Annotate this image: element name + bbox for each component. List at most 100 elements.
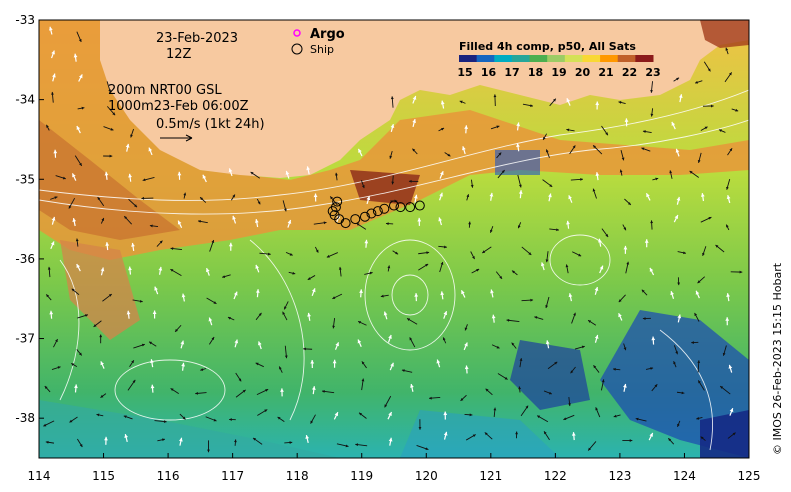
current-model-line2: 1000m23-Feb 06:00Z xyxy=(108,99,249,114)
current-vector-arrow xyxy=(731,108,739,112)
current-vector-arrow xyxy=(543,431,550,441)
current-vector-arrow xyxy=(256,388,269,396)
current-vector-arrow xyxy=(574,345,585,350)
current-vector-arrow xyxy=(364,271,373,275)
current-vector-arrow xyxy=(125,143,130,152)
current-vector-arrow xyxy=(570,177,583,181)
current-vector-arrow xyxy=(594,286,599,295)
current-vector-arrow xyxy=(250,171,261,179)
current-vector-arrow xyxy=(412,148,418,155)
current-vector-arrow xyxy=(366,196,371,205)
current-vector-arrow xyxy=(601,228,609,238)
current-vector-arrow xyxy=(625,261,630,274)
current-vector-arrow xyxy=(570,366,576,374)
lon-tick-label: 116 xyxy=(157,469,180,483)
current-vector-arrow xyxy=(670,290,675,299)
current-vector-arrow xyxy=(234,339,239,348)
current-vector-arrow xyxy=(132,299,143,303)
current-vector-arrow xyxy=(71,288,80,296)
current-vector-arrow xyxy=(416,444,429,451)
current-vector-arrow xyxy=(730,270,743,274)
colorbar-tick-label: 18 xyxy=(528,66,543,79)
current-vector-arrow xyxy=(517,222,522,229)
current-vector-arrow xyxy=(459,100,466,104)
current-vector-arrow xyxy=(235,372,242,382)
current-vector-arrow xyxy=(181,362,186,371)
current-vector-arrow xyxy=(618,101,626,105)
current-vector-arrow xyxy=(310,414,316,424)
current-vector-arrow xyxy=(594,334,599,343)
current-vector-arrow xyxy=(326,252,339,258)
current-vector-arrow xyxy=(256,198,261,205)
current-vector-arrow xyxy=(440,100,445,109)
credit-text: © IMOS 26-Feb-2023 15:15 Hobart xyxy=(771,262,784,455)
current-vector-arrow xyxy=(727,432,736,439)
colorbar xyxy=(459,55,654,62)
current-vector-arrow xyxy=(227,316,235,321)
vector-scale-arrow xyxy=(160,134,193,142)
current-vector-arrow xyxy=(566,98,571,106)
current-vector-arrow xyxy=(156,240,163,247)
current-vector-arrow xyxy=(329,196,338,206)
current-vector-arrow xyxy=(129,360,135,367)
current-vector-arrow xyxy=(677,420,681,428)
current-vector-arrow xyxy=(389,150,393,159)
current-vector-arrow xyxy=(128,198,138,208)
colorbar-tick-label: 20 xyxy=(575,66,591,79)
current-vector-arrow xyxy=(412,118,417,128)
current-vector-arrow xyxy=(545,251,549,263)
current-vector-arrow xyxy=(197,219,208,224)
current-vector-arrow xyxy=(678,94,683,103)
colorbar-swatch xyxy=(511,55,531,62)
current-vector-arrow xyxy=(106,81,112,93)
ship-position-marker xyxy=(340,218,351,229)
current-vector-arrow xyxy=(228,242,233,251)
current-vector-arrow xyxy=(154,420,167,423)
colorbar-tick-label: 16 xyxy=(481,66,497,79)
lon-tick-label: 121 xyxy=(479,469,502,483)
current-vector-arrow xyxy=(133,343,145,349)
current-vector-arrow xyxy=(645,367,654,370)
current-vector-arrow xyxy=(673,214,679,223)
current-vector-arrow xyxy=(314,246,319,253)
current-vector-arrow xyxy=(545,340,550,349)
current-vector-arrow xyxy=(71,173,77,181)
current-vector-arrow xyxy=(548,193,552,202)
current-vector-arrow xyxy=(534,316,544,320)
current-vector-arrow xyxy=(208,317,213,326)
current-vector-arrow xyxy=(387,411,393,420)
current-vector-arrow xyxy=(428,396,441,400)
colorbar-tick-label: 21 xyxy=(598,66,613,79)
current-vector-arrow xyxy=(592,188,597,199)
current-vector-arrow xyxy=(50,196,58,200)
colorbar-title: Filled 4h comp, p50, All Sats xyxy=(459,40,636,53)
current-vector-arrow xyxy=(303,347,313,351)
current-vector-arrow xyxy=(361,361,367,369)
current-vector-arrow xyxy=(470,251,475,260)
current-vector-arrow xyxy=(673,77,680,82)
current-vector-arrow xyxy=(622,224,627,231)
current-vector-arrow xyxy=(700,193,705,202)
current-vector-arrow xyxy=(306,166,311,175)
current-vector-arrow xyxy=(229,418,236,421)
current-vector-arrow xyxy=(648,432,654,441)
current-vector-arrow xyxy=(205,416,217,422)
current-vector-arrow xyxy=(102,293,113,302)
lat-tick-label: -36 xyxy=(15,252,35,266)
current-vector-arrow xyxy=(74,155,83,167)
current-vector-arrow xyxy=(228,168,233,177)
longitude-axis: 114 115 116 117 118 119 120 121 122 123 124 125 xyxy=(28,453,760,483)
current-vector-arrow xyxy=(283,301,289,310)
current-vector-arrow xyxy=(542,179,553,188)
current-vector-arrow xyxy=(618,312,623,321)
current-vector-arrow xyxy=(700,216,712,223)
current-vector-arrow xyxy=(388,437,393,446)
current-vector-arrow xyxy=(568,397,571,407)
current-vector-arrow xyxy=(364,239,369,248)
current-vector-arrow xyxy=(718,129,726,133)
current-vector-arrow xyxy=(595,101,600,110)
current-vector-arrow xyxy=(466,194,470,201)
current-vector-arrow xyxy=(69,416,78,423)
current-vector-arrow xyxy=(390,123,395,132)
current-vector-arrow xyxy=(130,128,135,138)
